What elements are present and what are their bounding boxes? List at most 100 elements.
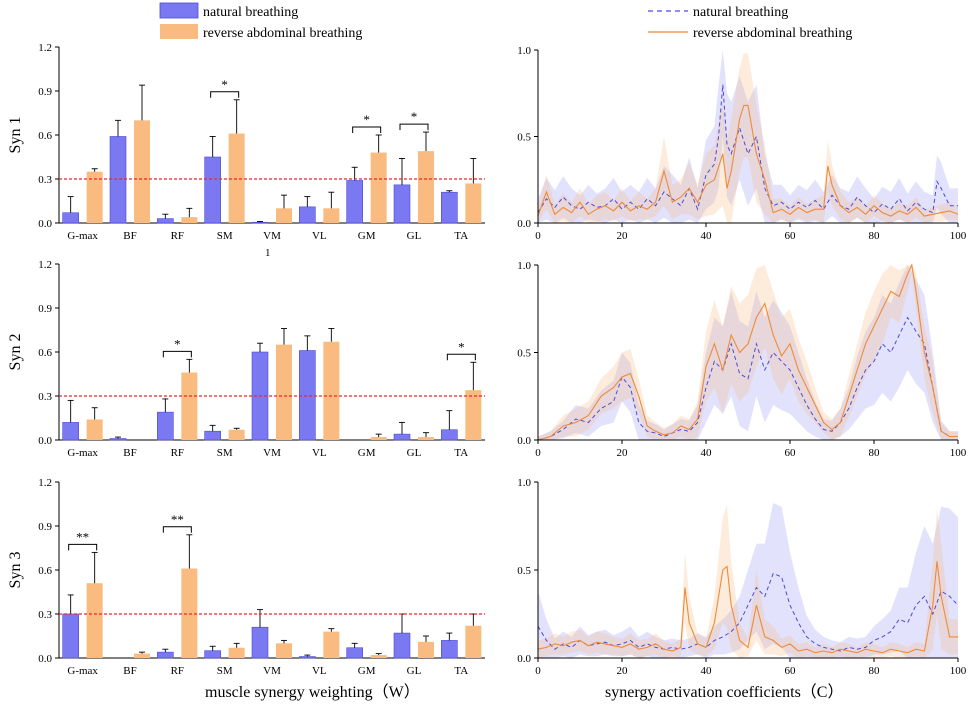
bar-panel-1: 0.0 0.3 0.6 0.9 1.2 Syn 1 G-max BF RF SM VM VL GM GL T… — [7, 42, 485, 242]
bar — [441, 640, 458, 659]
significance-label: * — [458, 339, 465, 354]
x-tick-label: TA — [454, 230, 468, 242]
y-tick-label: 0.0 — [38, 218, 52, 230]
x-tick-label: G-max — [67, 665, 98, 677]
bar — [86, 171, 103, 223]
x-tick-label: GL — [407, 230, 422, 242]
significance-bracket — [399, 123, 429, 131]
x-tick-label: VM — [263, 230, 281, 242]
bar — [276, 208, 292, 223]
bar — [157, 218, 174, 224]
bar — [346, 180, 363, 224]
x-tick-label: VL — [312, 665, 327, 677]
x-tick-label: TA — [454, 447, 468, 459]
x-tick-label: G-max — [67, 447, 98, 459]
bar — [204, 156, 221, 224]
bar — [346, 647, 363, 659]
bar — [86, 419, 103, 440]
bar — [109, 136, 127, 224]
activation-panel-2: 0.0 0.5 1.0 0 20 40 60 80 100 — [517, 260, 967, 459]
bar — [323, 341, 340, 440]
y-tick-label: 0.6 — [38, 347, 52, 359]
x-tick-label: 40 — [701, 447, 713, 459]
natural-breathing-line — [537, 572, 959, 652]
significance-bracket — [68, 543, 98, 551]
x-tick-label: SM — [217, 665, 233, 677]
bar — [62, 613, 79, 659]
bar — [441, 429, 458, 441]
significance-bracket — [162, 526, 192, 533]
bar — [323, 631, 340, 658]
y-tick-label: 1.0 — [517, 477, 531, 489]
legend-right: natural breathing reverse abdominal brea… — [648, 5, 852, 41]
y-tick-label: 0.3 — [38, 174, 52, 186]
x-tick-label: 0 — [535, 665, 541, 677]
bar — [204, 650, 221, 659]
bar — [299, 656, 316, 659]
bar — [441, 191, 458, 224]
bar — [276, 344, 292, 440]
x-tick-label: 20 — [617, 447, 629, 459]
sd-band — [538, 504, 958, 658]
x-tick-label: 100 — [950, 665, 967, 677]
bar — [323, 208, 340, 223]
y-tick-label: 1.2 — [38, 477, 52, 489]
bar — [276, 643, 292, 658]
sd-band — [538, 50, 958, 223]
x-tick-label: GL — [407, 447, 422, 459]
significance-label: * — [174, 336, 181, 351]
bar — [393, 184, 411, 224]
bar — [228, 647, 245, 658]
y-tick-label: 1.0 — [517, 45, 531, 57]
y-tick-label: 0.5 — [517, 565, 531, 577]
y-tick-label: 0.0 — [38, 435, 52, 447]
y-tick-label: 0.6 — [38, 130, 52, 142]
bar — [181, 372, 198, 440]
x-tick-label: GL — [407, 665, 422, 677]
bar — [370, 152, 387, 223]
x-tick-label: 80 — [869, 447, 881, 459]
legend-natural-label: natural breathing — [203, 5, 298, 20]
sd-band — [538, 53, 958, 223]
x-tick-label: VM — [263, 665, 281, 677]
significance-label: * — [411, 109, 418, 124]
x-tick-label: RF — [171, 665, 184, 677]
bar — [181, 217, 198, 223]
significance-bracket — [210, 91, 240, 98]
bar — [393, 433, 411, 441]
bar — [370, 437, 387, 440]
significance-label: ** — [171, 512, 184, 527]
y-tick-label: 0.9 — [38, 303, 52, 315]
bar — [251, 626, 269, 659]
bar — [465, 625, 482, 658]
bar — [251, 221, 269, 224]
bar — [228, 429, 245, 440]
bar — [109, 438, 127, 441]
y-tick-label: 1.0 — [517, 260, 531, 272]
legend-reverse-line-label: reverse abdominal breathing — [693, 26, 852, 41]
reverse-breathing-line — [537, 561, 958, 654]
bar — [370, 655, 387, 658]
bar — [157, 651, 174, 659]
legend-natural-line-label: natural breathing — [693, 5, 788, 20]
x-tick-label: RF — [171, 447, 184, 459]
bar — [157, 411, 174, 441]
x-tick-label: 20 — [617, 230, 629, 242]
x-tick-label: VL — [312, 230, 327, 242]
x-tick-label: TA — [454, 665, 468, 677]
x-tick-label: 100 — [950, 230, 967, 242]
y-tick-label: 0.3 — [38, 609, 52, 621]
bar — [465, 390, 482, 440]
significance-label: ** — [76, 529, 89, 544]
stray-label: 1 — [265, 247, 271, 259]
x-tick-label: VM — [263, 447, 281, 459]
natural-breathing-line — [537, 84, 958, 214]
bar-panel-2: 0.0 0.3 0.6 0.9 1.2 Syn 2 G-max BF RF SM VM VL GM GL T… — [7, 259, 485, 459]
y-axis-title: Syn 2 — [7, 334, 24, 371]
x-axis-title-right: synergy activation coefficients（C） — [605, 683, 843, 701]
bar-panel-3: 0.0 0.3 0.6 0.9 1.2 Syn 3 G-max BF RF SM VM VL GM GL T… — [7, 477, 485, 677]
x-tick-label: 80 — [869, 230, 881, 242]
x-tick-label: GM — [358, 230, 376, 242]
significance-label: * — [363, 112, 370, 127]
